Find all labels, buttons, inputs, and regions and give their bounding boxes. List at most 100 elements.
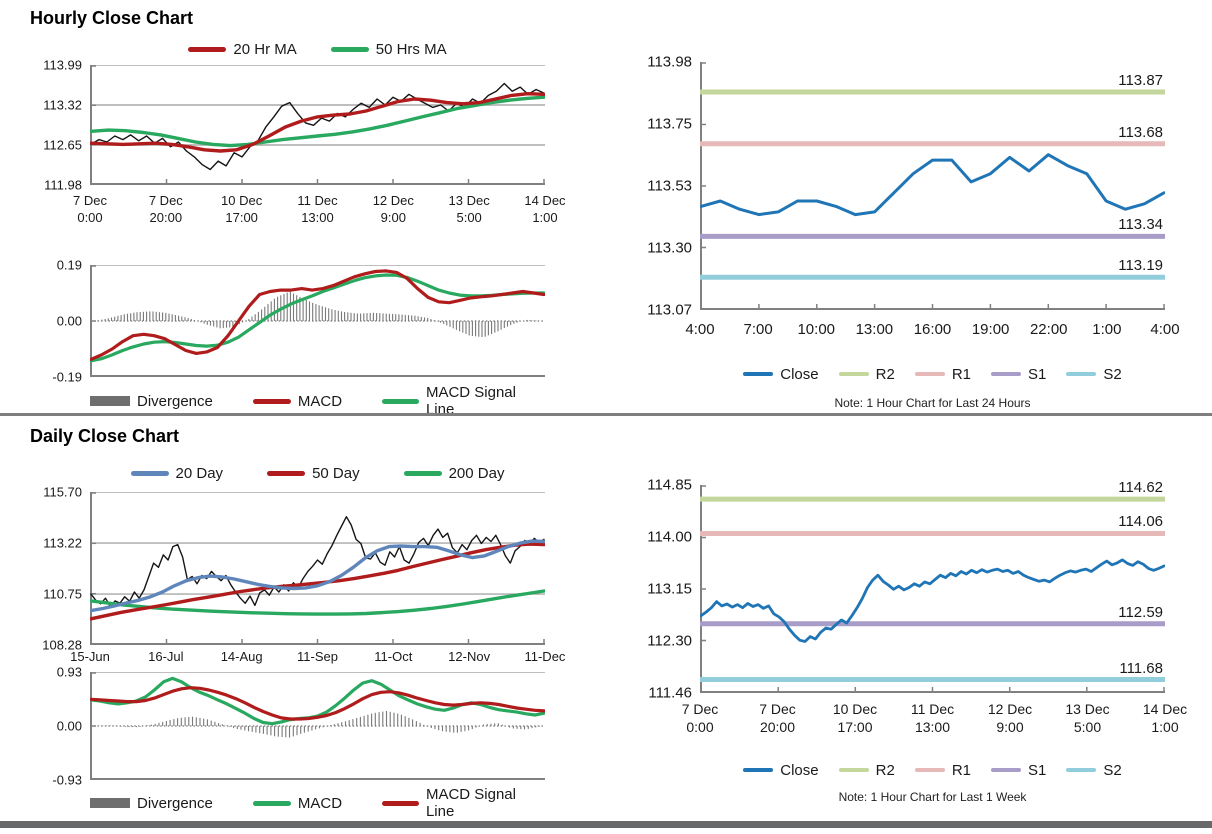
legend-label: R1 xyxy=(951,365,971,383)
close-line xyxy=(90,516,545,608)
hourly-pivot-legend: Close R2 R1 S1 S2 xyxy=(700,362,1165,386)
legend-label: 50 Hrs MA xyxy=(375,40,447,58)
hourly-section-title: Hourly Close Chart xyxy=(30,8,194,28)
x-tick-label: 10 Dec 17:00 xyxy=(221,193,263,225)
y-tick-label: -0.93 xyxy=(52,772,82,788)
legend-item-s1: S1 xyxy=(991,762,1046,779)
legend-label: Close xyxy=(780,365,819,383)
y-tick-label: 112.30 xyxy=(647,632,692,650)
x-tick-label: 11 Dec 13:00 xyxy=(910,701,955,736)
legend-label: Divergence xyxy=(137,794,213,812)
legend-label: MACD xyxy=(297,794,343,812)
hourly-pivot-plot xyxy=(700,62,1165,310)
y-tick-label: 111.98 xyxy=(44,177,82,193)
legend-swatch xyxy=(188,46,227,52)
legend-swatch xyxy=(382,800,419,806)
x-tick-label: 7 Dec 0:00 xyxy=(681,701,719,736)
close-line xyxy=(90,82,545,171)
x-tick-label: 7 Dec 20:00 xyxy=(759,701,796,736)
y-tick-label: 113.07 xyxy=(647,301,692,319)
legend-item-s1: S1 xyxy=(991,366,1046,383)
hourly-price-legend: 20 Hr MA 50 Hrs MA xyxy=(90,38,545,60)
legend-swatch xyxy=(838,768,869,772)
legend-item-divergence: Divergence xyxy=(90,795,213,812)
legend-swatch xyxy=(403,470,442,476)
legend-swatch xyxy=(838,372,869,376)
y-tick-label: 112.65 xyxy=(43,137,82,153)
legend-swatch xyxy=(382,398,419,404)
x-tick-label: 14-Aug xyxy=(220,649,263,664)
daily-price-legend: 20 Day 50 Day 200 Day xyxy=(90,462,545,484)
x-tick-label: 14 Dec 1:00 xyxy=(524,193,566,225)
x-tick-label: 16:00 xyxy=(913,321,952,338)
x-tick-label: 16-Jul xyxy=(148,649,184,664)
y-tick-label: 113.22 xyxy=(43,535,82,551)
hourly-macd-legend: Divergence MACD MACD Signal Line xyxy=(90,384,545,418)
x-tick-label: 15-Jun xyxy=(70,649,110,664)
x-tick-label: 11 Dec 13:00 xyxy=(297,193,338,225)
section-divider xyxy=(0,413,1212,416)
y-tick-label: 113.75 xyxy=(647,115,692,133)
weekly-pivot-note: Note: 1 Hour Chart for Last 1 Week xyxy=(838,790,1027,804)
legend-swatch xyxy=(914,372,945,376)
gridlines xyxy=(90,265,545,377)
legend-item-200-day: 200 Day xyxy=(403,464,505,482)
x-tick-label: 11-Dec xyxy=(524,649,566,664)
daily-price-y-axis: 115.70 113.22 110.75 108.28 xyxy=(8,485,82,653)
legend-item-50-hrs-ma: 50 Hrs MA xyxy=(330,40,447,58)
legend-item-s2: S2 xyxy=(1066,762,1122,779)
gridlines xyxy=(90,492,545,595)
macd-line xyxy=(90,269,545,361)
legend-swatch xyxy=(914,768,945,772)
hourly-macd-plot xyxy=(90,265,545,377)
y-tick-label: 114.00 xyxy=(647,528,692,546)
x-tick-label: 11-Sep xyxy=(297,649,338,664)
y-tick-label: -0.19 xyxy=(52,369,82,385)
legend-label: Close xyxy=(780,761,819,779)
legend-item-r2: R2 xyxy=(838,761,895,779)
x-tick-label: 13 Dec 5:00 xyxy=(448,193,490,225)
weekly-pivot-plot xyxy=(700,485,1165,693)
y-tick-label: 0.00 xyxy=(56,718,82,734)
20-hr-ma-line xyxy=(90,92,545,153)
legend-swatch xyxy=(267,470,306,476)
close-line xyxy=(700,558,1165,643)
legend-label: MACD xyxy=(297,392,343,410)
legend-swatch xyxy=(330,46,369,52)
divergence-bars xyxy=(98,291,537,337)
legend-item-s2: S2 xyxy=(1066,366,1122,383)
hourly-price-plot xyxy=(90,65,545,185)
x-tick-label: 7:00 xyxy=(743,321,773,338)
legend-label: S1 xyxy=(1028,761,1047,779)
legend-label: 200 Day xyxy=(448,464,505,482)
y-tick-label: 113.30 xyxy=(647,239,692,257)
legend-item-50-day: 50 Day xyxy=(267,465,360,482)
legend-label: MACD Signal Line xyxy=(425,786,516,820)
legend-label: R2 xyxy=(875,761,895,779)
legend-label: 20 Day xyxy=(175,464,224,482)
x-tick-label: 10:00 xyxy=(797,321,836,338)
legend-swatch xyxy=(991,768,1021,772)
daily-macd-y-axis: 0.93 0.00 -0.93 xyxy=(8,665,82,788)
x-tick-label: 10 Dec 17:00 xyxy=(832,701,878,736)
x-tick-label: 22:00 xyxy=(1029,321,1068,338)
x-tick-label: 7 Dec 20:00 xyxy=(148,193,183,225)
legend-item-r2: R2 xyxy=(838,366,895,383)
y-tick-label: 113.99 xyxy=(43,57,82,73)
x-tick-label: 19:00 xyxy=(971,321,1010,338)
weekly-pivot-x-axis: 7 Dec 0:00 7 Dec 20:00 10 Dec 17:00 11 Dec 13:0… xyxy=(674,700,1191,736)
legend-label: Divergence xyxy=(137,392,213,410)
y-tick-label: 113.32 xyxy=(43,97,82,113)
macd-signal-line-line xyxy=(90,273,545,363)
close-line xyxy=(700,153,1165,217)
daily-macd-plot xyxy=(90,672,545,780)
daily-price-x-axis: 15-Jun 16-Jul 14-Aug 11-Sep 11-Oct 12-Nov 11-D… xyxy=(62,649,573,666)
legend-label: 50 Day xyxy=(312,464,360,482)
hourly-pivot-note: Note: 1 Hour Chart for Last 24 Hours xyxy=(834,396,1031,410)
legend-item-20-day: 20 Day xyxy=(130,464,224,482)
y-tick-label: 113.53 xyxy=(647,177,692,195)
legend-item-close: Close xyxy=(743,365,819,383)
legend-swatch xyxy=(130,470,169,476)
weekly-pivot-y-axis: 114.85 114.00 113.15 112.30 111.46 xyxy=(628,477,692,702)
